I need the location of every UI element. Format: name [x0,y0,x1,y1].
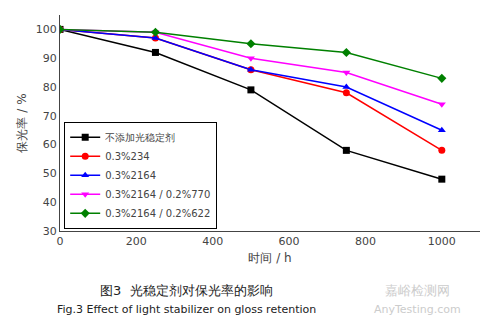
svg-text:400: 400 [202,235,223,248]
svg-text:嘉峪检测网: 嘉峪检测网 [385,283,450,298]
svg-text:30: 30 [43,225,57,238]
svg-text:80: 80 [43,81,57,94]
svg-text:0.3%234: 0.3%234 [105,151,150,162]
svg-text:AnyTesting.com: AnyTesting.com [374,303,461,316]
svg-text:800: 800 [355,235,376,248]
svg-text:1000: 1000 [428,235,456,248]
svg-text:不添加光稳定剂: 不添加光稳定剂 [105,132,175,143]
svg-text:保光率 / %: 保光率 / % [15,93,29,152]
svg-text:100: 100 [36,23,57,36]
svg-text:图3 光稳定剂对保光率的影响: 图3 光稳定剂对保光率的影响 [100,283,273,298]
svg-text:Fig.3 Effect of light stabiliz: Fig.3 Effect of light stabilizer on glos… [57,303,316,316]
svg-text:70: 70 [43,110,57,123]
svg-text:40: 40 [43,196,57,209]
svg-text:50: 50 [43,167,57,180]
svg-text:90: 90 [43,52,57,65]
svg-text:时间 / h: 时间 / h [248,251,291,265]
svg-text:600: 600 [279,235,300,248]
svg-text:0: 0 [57,235,64,248]
svg-text:0.3%2164 / 0.2%622: 0.3%2164 / 0.2%622 [105,208,210,219]
svg-text:60: 60 [43,138,57,151]
svg-text:0.3%2164: 0.3%2164 [105,170,156,181]
svg-text:0.3%2164 / 0.2%770: 0.3%2164 / 0.2%770 [105,189,210,200]
svg-text:200: 200 [126,235,147,248]
